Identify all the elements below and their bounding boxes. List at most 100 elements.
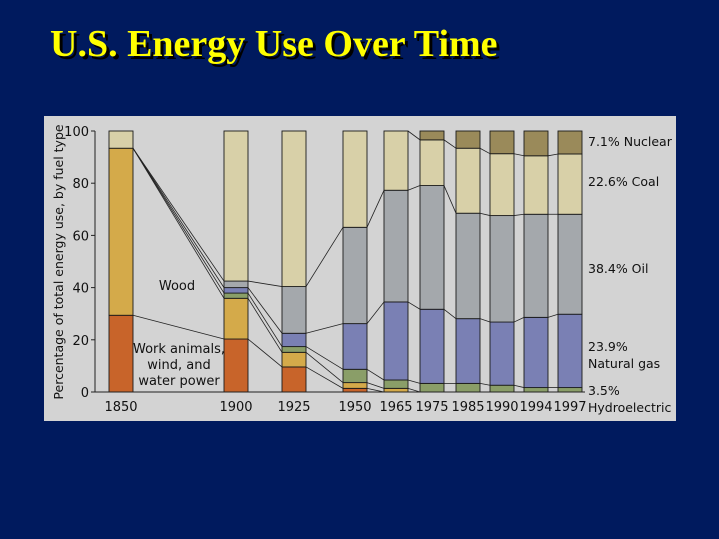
connector-line <box>547 153 559 157</box>
y-tick-label: 20 <box>72 334 89 349</box>
bar-segment-natural-gas-1985 <box>455 318 481 384</box>
y-tick-label: 60 <box>72 229 89 244</box>
connector-line <box>443 139 457 149</box>
x-tick-label: 1850 <box>104 400 137 415</box>
connector-line <box>247 292 283 347</box>
label-gas-pct: 23.9% <box>588 339 628 354</box>
bar-segment-hydroelectric-1900 <box>223 292 249 299</box>
connector-lines <box>132 130 559 393</box>
connector-line <box>132 148 225 288</box>
y-axis: 0 20 40 60 80 100 1850 1900 1925 1950 1965 1975 1985… <box>64 125 586 415</box>
label-oil: 38.4% Oil <box>588 261 648 276</box>
x-tick-label: 1950 <box>338 400 371 415</box>
x-tick-label: 1997 <box>553 400 586 415</box>
bar-segment-coal-1997 <box>557 153 583 215</box>
x-tick-label: 1985 <box>451 400 484 415</box>
y-tick-label: 0 <box>81 386 89 401</box>
connector-line <box>479 147 491 155</box>
y-tick-label: 100 <box>64 125 89 140</box>
bar-segment-nuclear-1994 <box>523 130 549 157</box>
connector-line <box>479 212 491 216</box>
bar-segment-work-animals-1950 <box>342 387 368 393</box>
bar-segment-nuclear-1975 <box>419 130 445 141</box>
x-tick-label: 1975 <box>415 400 448 415</box>
connector-line <box>305 323 344 334</box>
bar-segment-wood-1925 <box>281 351 307 368</box>
connector-line <box>443 185 457 214</box>
slide-title: U.S. Energy Use Over Time <box>50 23 498 65</box>
connector-line <box>132 148 225 294</box>
x-tick-label: 1900 <box>219 400 252 415</box>
bar-segment-coal-1850 <box>108 130 134 149</box>
label-coal: 22.6% Coal <box>588 174 659 189</box>
bar-segment-coal-1900 <box>223 130 249 282</box>
connector-line <box>132 147 225 282</box>
annotation-wood: Wood <box>159 279 195 294</box>
bar-segment-coal-1975 <box>419 139 445 186</box>
bar-segment-work-animals-1925 <box>281 366 307 393</box>
bar-segment-oil-1997 <box>557 213 583 315</box>
bar-segment-wood-1900 <box>223 297 249 340</box>
label-hydro-pct: 3.5% <box>588 383 620 398</box>
bar-segment-nuclear-1990 <box>489 130 515 155</box>
connector-line <box>132 148 225 299</box>
bar-segment-natural-gas-1950 <box>342 323 368 370</box>
bar-segment-oil-1900 <box>223 280 249 289</box>
connector-line <box>443 308 457 319</box>
connector-line <box>366 382 385 389</box>
bar-segment-work-animals-1900 <box>223 338 249 393</box>
bar-segment-coal-1990 <box>489 153 515 217</box>
y-axis-label: Percentage of total energy use, by fuel … <box>51 124 66 399</box>
bar-segment-coal-1985 <box>455 147 481 214</box>
bar-segment-oil-1925 <box>281 286 307 334</box>
bar-segment-coal-1994 <box>523 155 549 215</box>
bar-segment-natural-gas-1990 <box>489 321 515 386</box>
bar-segment-oil-1965 <box>383 189 409 303</box>
bar-segment-hydroelectric-1994 <box>523 387 549 393</box>
bar-segment-natural-gas-1925 <box>281 332 307 348</box>
bar-segment-natural-gas-1997 <box>557 313 583 389</box>
connector-line <box>247 338 283 368</box>
connector-line <box>366 387 385 393</box>
connector-line <box>366 301 385 324</box>
bar-segment-hydroelectric-1985 <box>455 382 481 393</box>
bar-segment-hydroelectric-1975 <box>419 382 445 393</box>
connector-line <box>479 382 491 386</box>
bar-segment-hydroelectric-1965 <box>383 379 409 389</box>
connector-line <box>247 298 283 353</box>
x-tick-label: 1994 <box>519 400 552 415</box>
connector-line <box>366 368 385 381</box>
x-tick-label: 1990 <box>485 400 518 415</box>
bar-segment-oil-1950 <box>342 226 368 325</box>
connector-line <box>513 316 525 323</box>
bar-segment-natural-gas-1900 <box>223 287 249 294</box>
bar-segment-nuclear-1985 <box>455 130 481 149</box>
label-hydro-name: Hydroelectric <box>588 400 671 415</box>
connector-line <box>513 384 525 388</box>
connector-line <box>479 318 491 323</box>
bar-segment-coal-1925 <box>281 130 307 288</box>
bar-segment-oil-1985 <box>455 212 481 320</box>
bar-segment-wood-1965 <box>383 387 409 393</box>
annotation-work-2: wind, and <box>147 358 210 373</box>
connector-line <box>305 366 344 389</box>
connector-line <box>366 190 385 228</box>
connector-line <box>407 387 421 393</box>
connector-line <box>247 280 283 287</box>
x-tick-label: 1925 <box>277 400 310 415</box>
bar-segment-hydroelectric-1950 <box>342 368 368 384</box>
bar-segment-natural-gas-1975 <box>419 308 445 384</box>
connector-line <box>132 314 225 340</box>
bar-segment-hydroelectric-1990 <box>489 384 515 393</box>
annotation-work-1: Work animals, <box>133 342 225 357</box>
connector-line <box>305 346 344 370</box>
connector-line <box>547 313 559 318</box>
bar-segment-oil-1994 <box>523 213 549 318</box>
bar-segment-wood-1950 <box>342 382 368 389</box>
y-tick-label: 40 <box>72 282 89 297</box>
bar-segment-natural-gas-1965 <box>383 301 409 381</box>
connector-line <box>305 352 344 383</box>
connector-line <box>407 379 421 384</box>
bar-segment-hydroelectric-1925 <box>281 346 307 353</box>
